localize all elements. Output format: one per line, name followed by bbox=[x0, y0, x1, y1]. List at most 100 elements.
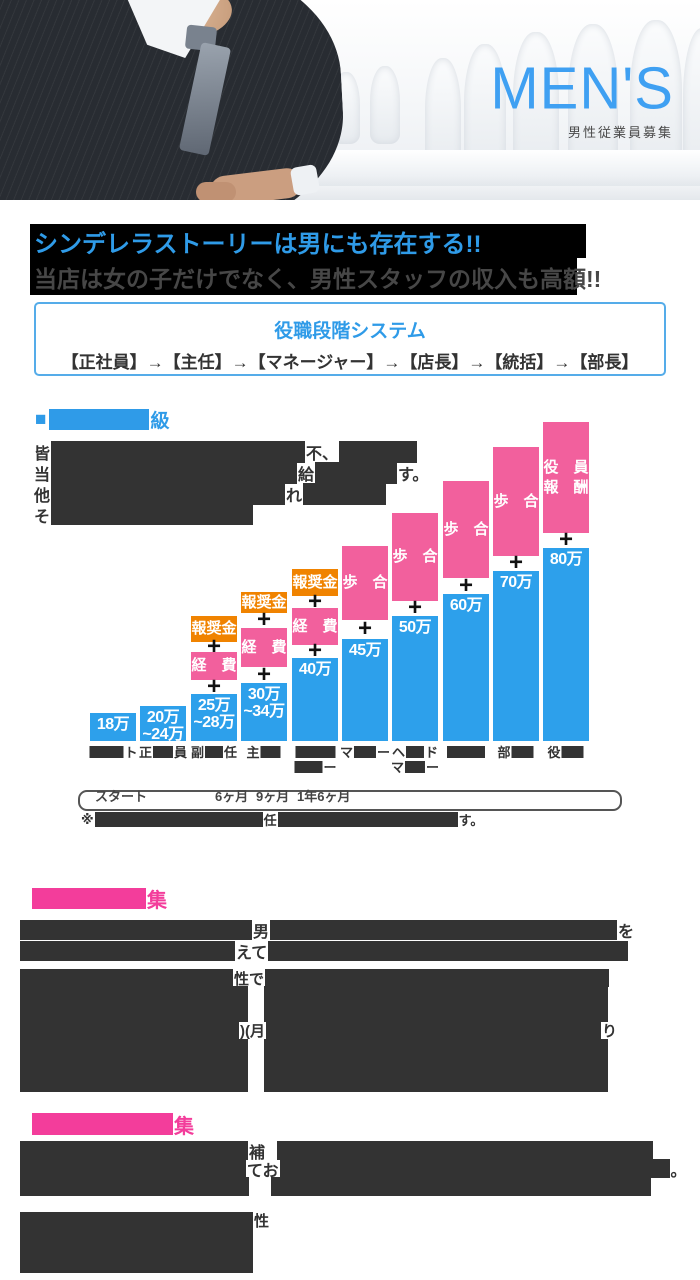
redaction-box bbox=[51, 483, 286, 505]
redaction-box bbox=[20, 986, 248, 1004]
text-fragment: ※ bbox=[81, 811, 94, 827]
redaction-box bbox=[20, 1039, 248, 1057]
axis-label-line: マー bbox=[391, 760, 439, 775]
salary-grade-heading: ■ 級 bbox=[34, 408, 171, 433]
text-fragment: てお bbox=[247, 1162, 279, 1180]
rank-system-box: 役職段階システム 【正社員】→【主任】→【マネージャー】→【店長】→【統括】→【… bbox=[34, 302, 666, 376]
parttime-paragraph-line: てお 。 bbox=[20, 1159, 688, 1180]
axis-label bbox=[446, 745, 486, 760]
text-fragment: り bbox=[602, 1022, 618, 1040]
fulltime-paragraph-line: えて bbox=[20, 941, 629, 962]
salary-bar: 25万 ~28万 bbox=[191, 694, 237, 741]
headline-line1: シンデレラストーリーは男にも存在する!! bbox=[34, 230, 482, 258]
redaction-box bbox=[49, 409, 150, 430]
redaction-box bbox=[279, 1159, 670, 1178]
redaction-box bbox=[20, 1242, 253, 1258]
redaction-box bbox=[315, 462, 398, 484]
axis-label-line: 役 bbox=[547, 745, 584, 760]
text-fragment: す。 bbox=[458, 813, 484, 828]
redaction-box bbox=[205, 746, 223, 758]
brand-subtitle: 男性従業員募集 bbox=[567, 125, 673, 140]
salary-bar: 70万 bbox=[493, 571, 539, 741]
redaction-box bbox=[20, 1212, 253, 1228]
axis-label-line: ヘド bbox=[391, 745, 439, 760]
redaction-box bbox=[264, 986, 608, 1004]
fulltime-detail-line bbox=[20, 1056, 608, 1074]
axis-label-fragment: ー bbox=[323, 760, 337, 775]
conference-table bbox=[285, 150, 700, 192]
redaction-box bbox=[447, 746, 485, 758]
salary-bar: 50万 bbox=[392, 616, 438, 741]
plus-sign: + bbox=[256, 661, 271, 688]
chair-shape bbox=[568, 24, 618, 174]
redaction-box bbox=[20, 1227, 253, 1243]
rank-system-title: 役職段階システム bbox=[274, 321, 426, 342]
axis-label: ー bbox=[293, 745, 337, 775]
text-fragment: 集 bbox=[174, 1115, 194, 1138]
redaction-box bbox=[294, 746, 335, 758]
chart-note-line: ※ 任 す。 bbox=[80, 811, 484, 829]
axis-label-fragment: 役 bbox=[547, 745, 561, 760]
plus-sign: + bbox=[206, 673, 221, 700]
redaction-box bbox=[20, 1257, 253, 1273]
axis-label: 副任 bbox=[191, 745, 237, 760]
timeline-label: 6ヶ月 bbox=[215, 789, 249, 804]
axis-label-fragment: ー bbox=[426, 760, 440, 775]
redaction-box bbox=[51, 441, 306, 463]
plus-sign: + bbox=[407, 594, 422, 621]
timeline-label: 1年6ヶ月 bbox=[297, 789, 351, 804]
redaction-box bbox=[264, 1056, 608, 1074]
redaction-box bbox=[294, 761, 323, 773]
plus-sign: + bbox=[307, 588, 322, 615]
redaction-box bbox=[303, 483, 387, 505]
axis-label-fragment: 部 bbox=[497, 745, 511, 760]
redaction-box bbox=[405, 761, 425, 773]
axis-label-fragment: 正 bbox=[138, 745, 152, 760]
redaction-box bbox=[511, 746, 534, 758]
redaction-box bbox=[20, 1177, 249, 1196]
axis-label: 役 bbox=[547, 745, 584, 760]
axis-label-fragment: ヘ bbox=[391, 745, 405, 760]
fulltime-detail-line bbox=[20, 1004, 608, 1022]
text-fragment: ■ bbox=[35, 408, 47, 430]
gap bbox=[248, 986, 264, 1004]
stack-box-bonus: 報奨金 bbox=[241, 592, 287, 613]
redaction-box bbox=[277, 812, 458, 827]
salary-paragraph-line: そ bbox=[33, 504, 254, 526]
redaction-box bbox=[266, 1021, 601, 1039]
axis-label: マー bbox=[340, 745, 390, 760]
parttime-paragraph-line bbox=[20, 1177, 651, 1196]
plus-sign: + bbox=[558, 526, 573, 553]
redaction-box bbox=[51, 504, 254, 525]
fulltime-detail-line: )(月 り bbox=[20, 1021, 618, 1040]
text-fragment: 。 bbox=[670, 1162, 687, 1180]
axis-label-line: マー bbox=[340, 745, 390, 760]
gap bbox=[248, 1056, 264, 1074]
axis-label-line: 副任 bbox=[191, 745, 237, 760]
stack-box-bonus: 報奨金 bbox=[292, 569, 338, 596]
salary-bar: 80万 bbox=[543, 548, 589, 741]
axis-label: 部 bbox=[497, 745, 534, 760]
text-fragment: そ bbox=[34, 508, 51, 526]
parttime-detail-line bbox=[20, 1227, 253, 1243]
chair-shape bbox=[683, 28, 700, 178]
timeline-box bbox=[78, 790, 622, 811]
stack-box-expense: 経 費 bbox=[191, 652, 237, 680]
stack-box-commission: 歩 合 bbox=[342, 546, 388, 620]
salary-paragraph-line: 皆 不、 bbox=[33, 441, 418, 463]
redaction-box bbox=[354, 746, 376, 758]
rank-system-flow: 【正社員】→【主任】→【マネージャー】→【店長】→【統括】→【部長】 bbox=[61, 353, 639, 372]
plus-sign: + bbox=[256, 606, 271, 633]
salary-bar: 20万 ~24万 bbox=[140, 706, 186, 743]
redaction-box bbox=[264, 1004, 608, 1022]
timeline-label: 9ヶ月 bbox=[256, 789, 290, 804]
hero-banner: MEN'S 男性従業員募集 bbox=[0, 0, 700, 200]
axis-label-line bbox=[446, 745, 486, 760]
axis-label-line: 正員 bbox=[139, 745, 187, 760]
axis-label-line: ト bbox=[88, 745, 138, 760]
stack-box-expense: 経 費 bbox=[292, 608, 338, 645]
axis-label-line bbox=[293, 745, 336, 760]
salary-paragraph-line: 他れ bbox=[33, 483, 387, 505]
redaction-box bbox=[20, 920, 252, 940]
